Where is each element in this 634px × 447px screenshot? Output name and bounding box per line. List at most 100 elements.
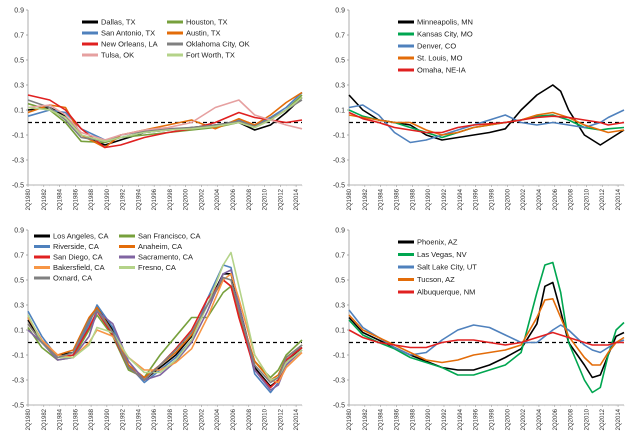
x-tick-label: 2Q2002 — [521, 188, 527, 210]
x-tick-label: 2Q2004 — [215, 188, 221, 210]
x-tick-label: 2Q2010 — [584, 408, 590, 430]
legend-label-san-francisco-ca: San Francisco, CA — [138, 232, 201, 241]
series-line-tucson-az — [348, 297, 625, 366]
legend-label-omaha-ne-ia: Omaha, NE-IA — [417, 66, 466, 75]
x-tick-label: 2Q1980 — [347, 408, 353, 430]
chart-panel-midwest: -0.5 -0.3 -0.1 0.1 0.3 0.5 0.7 0.9 2Q1980 2Q1982 2… — [333, 8, 625, 210]
x-tick-label: 2Q1994 — [458, 188, 464, 210]
x-tick-label: 2Q1996 — [152, 408, 158, 430]
legend-label-phoenix-az: Phoenix, AZ — [417, 238, 458, 247]
x-tick-label: 2Q1998 — [168, 188, 174, 210]
x-tick-label: 2Q1980 — [26, 188, 32, 210]
y-tick-label: -0.1 — [12, 133, 24, 140]
x-tick-label: 2Q1984 — [58, 188, 64, 210]
x-tick-label: 2Q2002 — [199, 408, 205, 430]
x-tick-label: 2Q2004 — [537, 188, 543, 210]
y-tick-label: -0.1 — [333, 133, 345, 140]
x-tick-label: 2Q2000 — [184, 408, 190, 430]
y-tick-label: 0.7 — [335, 33, 345, 40]
x-tick-label: 2Q1986 — [73, 188, 79, 210]
legend-label-fort-worth-tx: Fort Worth, TX — [186, 51, 235, 60]
chart-panel-california: -0.5 -0.3 -0.1 0.1 0.3 0.5 0.7 0.9 2Q1980 2Q1982 2… — [12, 228, 303, 430]
series-line-fort-worth-tx — [27, 96, 303, 143]
x-tick-label: 2Q2006 — [231, 188, 237, 210]
series-line-riverside-ca — [27, 264, 303, 394]
x-tick-label: 2Q2012 — [600, 188, 606, 210]
legend-label-riverside-ca: Riverside, CA — [53, 242, 99, 251]
x-tick-label: 2Q1992 — [442, 408, 448, 430]
y-tick-label: -0.3 — [333, 378, 345, 385]
y-tick-label: 0.3 — [335, 303, 345, 310]
x-tick-label: 2Q2014 — [616, 188, 622, 210]
x-tick-label: 2Q2000 — [505, 408, 511, 430]
x-tick-label: 2Q1986 — [73, 408, 79, 430]
x-tick-label: 2Q1986 — [394, 188, 400, 210]
legend-label-oklahoma-city-ok: Oklahoma City, OK — [186, 40, 250, 49]
series-line-albuquerque-nm — [348, 329, 624, 349]
x-tick-label: 2Q1998 — [489, 408, 495, 430]
y-tick-label: -0.1 — [333, 353, 345, 360]
x-tick-label: 2Q1988 — [410, 408, 416, 430]
x-tick-label: 2Q1980 — [347, 188, 353, 210]
x-tick-label: 2Q1994 — [458, 408, 464, 430]
y-tick-label: -0.5 — [333, 183, 345, 190]
x-tick-label: 2Q2014 — [616, 408, 622, 430]
x-tick-label: 2Q2006 — [553, 188, 559, 210]
legend-label-albuquerque-nm: Albuquerque, NM — [417, 288, 475, 297]
x-tick-label: 2Q1988 — [89, 408, 95, 430]
x-tick-label: 2Q2000 — [505, 188, 511, 210]
legend-label-anaheim-ca: Anaheim, CA — [138, 242, 182, 251]
x-tick-label: 2Q2008 — [569, 188, 575, 210]
y-tick-label: 0.3 — [14, 83, 24, 90]
y-tick-label: -0.3 — [12, 378, 24, 385]
chart-panel-texas-oklahoma-louisiana: -0.5 -0.3 -0.1 0.1 0.3 0.5 0.7 0.9 2Q1980 2Q1982 2… — [12, 8, 303, 210]
x-tick-label: 2Q2008 — [247, 188, 253, 210]
x-tick-label: 2Q2010 — [263, 408, 269, 430]
x-tick-label: 2Q1990 — [105, 188, 111, 210]
x-tick-label: 2Q1994 — [136, 408, 142, 430]
legend-label-tucson-az: Tucson, AZ — [417, 275, 455, 284]
legend-label-austin-tx: Austin, TX — [186, 29, 220, 38]
y-tick-label: -0.3 — [12, 158, 24, 165]
y-tick-label: -0.1 — [12, 353, 24, 360]
y-tick-label: 0.1 — [14, 328, 24, 335]
x-tick-label: 2Q2008 — [569, 408, 575, 430]
y-tick-label: 0.5 — [14, 58, 24, 65]
series-line-salt-lake-city-ut — [348, 309, 625, 356]
x-tick-label: 2Q1998 — [489, 188, 495, 210]
series-line-tulsa-ok — [27, 99, 303, 141]
y-tick-label: 0.7 — [14, 33, 24, 40]
y-tick-label: 0.1 — [14, 108, 24, 115]
legend-label-oxnard-ca: Oxnard, CA — [53, 274, 92, 283]
series-line-oxnard-ca — [27, 276, 303, 384]
x-tick-label: 2Q1986 — [394, 408, 400, 430]
legend-label-new-orleans-la: New Orleans, LA — [101, 40, 158, 49]
x-tick-label: 2Q1982 — [363, 408, 369, 430]
series-line-minneapolis-mn — [348, 84, 625, 146]
x-tick-label: 2Q2010 — [584, 188, 590, 210]
y-tick-label: -0.3 — [333, 158, 345, 165]
series-line-fresno-ca — [27, 251, 303, 381]
y-tick-label: 0.9 — [335, 8, 345, 15]
y-tick-label: -0.5 — [333, 403, 345, 410]
series-line-oklahoma-city-ok — [27, 99, 303, 143]
legend-label-san-antonio-tx: San Antonio, TX — [101, 29, 155, 38]
x-tick-label: 2Q1984 — [379, 408, 385, 430]
x-tick-label: 2Q1990 — [105, 408, 111, 430]
chart-panel-southwest: -0.5 -0.3 -0.1 0.1 0.3 0.5 0.7 0.9 2Q1980 2Q1982 2… — [333, 228, 625, 430]
y-tick-label: 0.9 — [14, 228, 24, 235]
legend-label-fresno-ca: Fresno, CA — [138, 263, 176, 272]
y-tick-label: 0.7 — [335, 253, 345, 260]
x-tick-label: 2Q1984 — [58, 408, 64, 430]
x-tick-label: 2Q2012 — [278, 188, 284, 210]
y-tick-label: 0.9 — [335, 228, 345, 235]
series-line-anaheim-ca — [27, 279, 303, 381]
y-tick-label: 0.1 — [335, 328, 345, 335]
legend-label-denver-co: Denver, CO — [417, 42, 456, 51]
x-tick-label: 2Q1996 — [474, 188, 480, 210]
x-tick-label: 2Q1992 — [121, 408, 127, 430]
y-tick-label: 0.9 — [14, 8, 24, 15]
series-line-las-vegas-nv — [348, 261, 625, 394]
y-tick-label: 0.5 — [335, 58, 345, 65]
